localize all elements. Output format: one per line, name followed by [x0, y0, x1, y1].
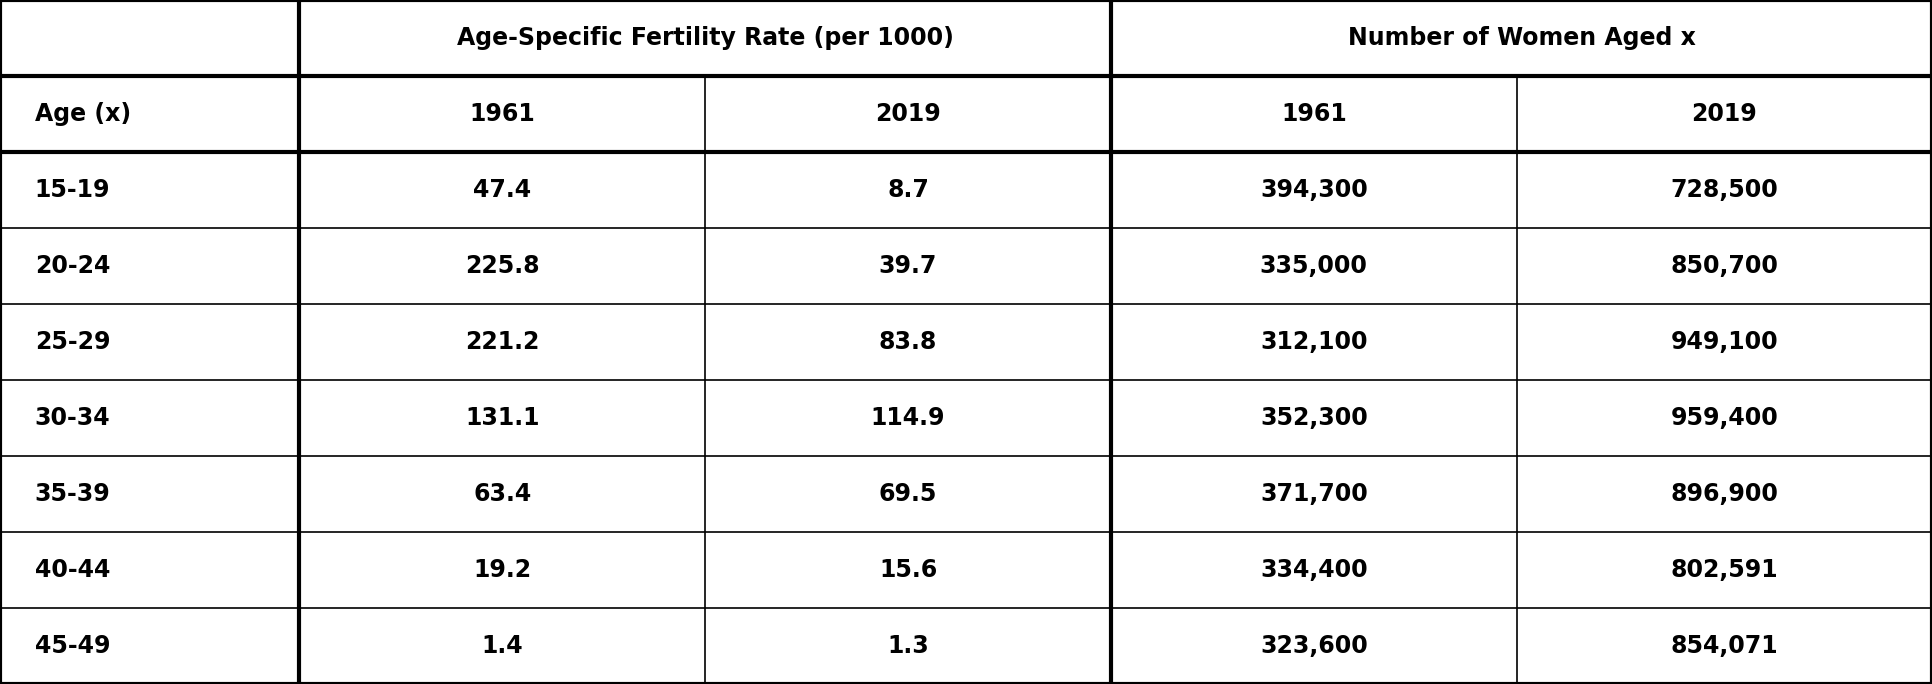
Text: 949,100: 949,100	[1671, 330, 1777, 354]
Text: 40-44: 40-44	[35, 558, 110, 582]
Text: 8.7: 8.7	[887, 178, 929, 202]
Text: Number of Women Aged x: Number of Women Aged x	[1347, 26, 1696, 50]
Text: 323,600: 323,600	[1260, 634, 1368, 658]
Text: 39.7: 39.7	[879, 254, 937, 278]
Text: 850,700: 850,700	[1671, 254, 1777, 278]
Text: 1961: 1961	[469, 102, 535, 126]
Text: 802,591: 802,591	[1671, 558, 1777, 582]
Text: 15.6: 15.6	[879, 558, 937, 582]
Text: Age (x): Age (x)	[35, 102, 131, 126]
Text: 312,100: 312,100	[1260, 330, 1368, 354]
Text: 352,300: 352,300	[1260, 406, 1368, 430]
Text: 335,000: 335,000	[1260, 254, 1368, 278]
Text: 131.1: 131.1	[466, 406, 539, 430]
Text: 221.2: 221.2	[466, 330, 539, 354]
Text: 63.4: 63.4	[473, 482, 531, 506]
Text: 1.3: 1.3	[887, 634, 929, 658]
Text: 896,900: 896,900	[1671, 482, 1777, 506]
Text: 394,300: 394,300	[1260, 178, 1368, 202]
Text: 1.4: 1.4	[481, 634, 524, 658]
Text: 1961: 1961	[1281, 102, 1347, 126]
Text: 371,700: 371,700	[1260, 482, 1368, 506]
Text: 47.4: 47.4	[473, 178, 531, 202]
Text: 19.2: 19.2	[473, 558, 531, 582]
Text: 69.5: 69.5	[879, 482, 937, 506]
Text: 2019: 2019	[1690, 102, 1758, 126]
Text: 959,400: 959,400	[1671, 406, 1777, 430]
Text: 225.8: 225.8	[466, 254, 539, 278]
Text: 30-34: 30-34	[35, 406, 110, 430]
Text: 20-24: 20-24	[35, 254, 110, 278]
Text: 83.8: 83.8	[879, 330, 937, 354]
Text: 45-49: 45-49	[35, 634, 110, 658]
Text: 334,400: 334,400	[1260, 558, 1368, 582]
Text: 114.9: 114.9	[871, 406, 945, 430]
Text: Age-Specific Fertility Rate (per 1000): Age-Specific Fertility Rate (per 1000)	[456, 26, 954, 50]
Text: 728,500: 728,500	[1671, 178, 1777, 202]
Text: 25-29: 25-29	[35, 330, 110, 354]
Text: 854,071: 854,071	[1671, 634, 1777, 658]
Text: 35-39: 35-39	[35, 482, 110, 506]
Text: 2019: 2019	[875, 102, 941, 126]
Text: 15-19: 15-19	[35, 178, 110, 202]
